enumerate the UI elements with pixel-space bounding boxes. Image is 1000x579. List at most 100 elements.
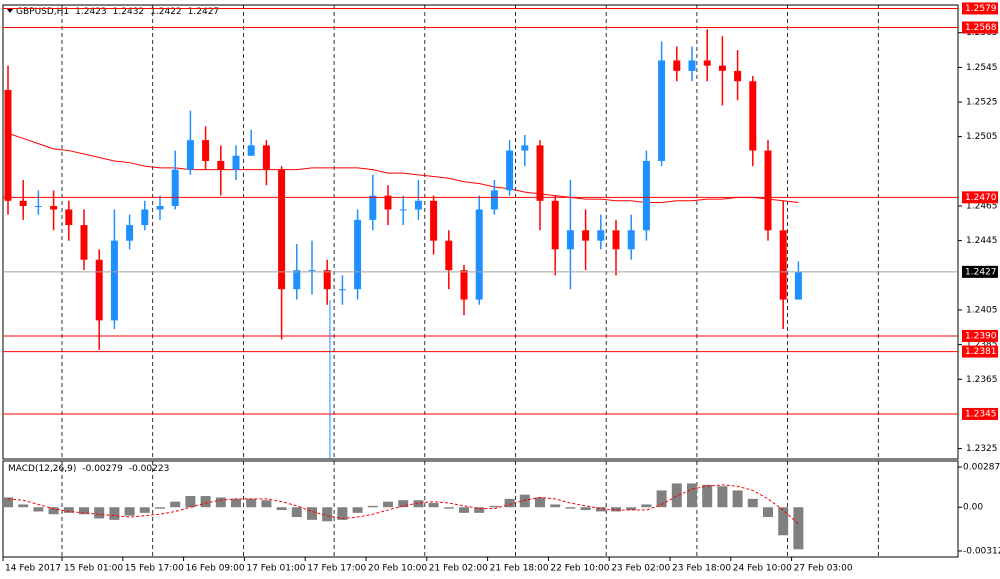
histogram-bar: [124, 507, 135, 516]
candle-body: [156, 206, 164, 210]
histogram-bar: [717, 486, 728, 508]
signal-line: [7, 484, 799, 525]
candle-body: [627, 230, 635, 250]
histogram-bar: [732, 490, 743, 508]
histogram-bar: [671, 483, 682, 508]
level-label-box: [962, 345, 998, 358]
candle-body: [764, 150, 772, 231]
candle-body: [65, 209, 73, 226]
x-tick-label: 20 Feb 10:00: [368, 564, 427, 574]
x-tick-label: 23 Feb 18:00: [672, 564, 731, 574]
x-tick-label: 14 Feb 2017: [5, 564, 61, 574]
x-tick-label: 21 Feb 18:00: [490, 564, 549, 574]
macd-panel: [2, 460, 959, 558]
header-value: 1.2423: [75, 7, 107, 17]
histogram-bar: [215, 497, 226, 508]
histogram-bar: [398, 500, 409, 508]
histogram-bar: [459, 507, 469, 513]
histogram-bar: [747, 498, 758, 508]
histogram-bar: [139, 507, 150, 513]
histogram-bar: [63, 507, 74, 513]
histogram-bar: [367, 505, 378, 508]
histogram-bar: [231, 498, 241, 508]
candle-body: [141, 209, 149, 226]
histogram-bar: [778, 507, 789, 536]
y-tick-label: 1.2365: [966, 375, 998, 385]
histogram-bar: [261, 500, 272, 508]
level-label: 1.2470: [965, 193, 997, 203]
header-value: 1.2432: [113, 7, 145, 17]
menu-arrow[interactable]: [7, 9, 13, 13]
histogram-bar: [322, 507, 333, 522]
histogram-bar: [33, 507, 44, 512]
x-tick-label: 15 Feb 17:00: [125, 564, 184, 574]
histogram-bar: [109, 507, 120, 520]
level-label-box: [962, 191, 998, 204]
histogram-bar: [383, 501, 393, 508]
histogram-bar: [352, 507, 363, 513]
histogram-bar: [641, 504, 652, 508]
histogram-bar: [474, 507, 485, 513]
histogram-bar: [170, 501, 181, 508]
candle-body: [460, 270, 468, 300]
candle-body: [354, 219, 362, 290]
histogram-bar: [550, 504, 561, 508]
indicator-name: MACD(12,26,9): [8, 464, 76, 474]
histogram-bar: [565, 507, 576, 509]
candle-body: [414, 200, 422, 210]
price-header: GBPUSD,H1 1.2423 1.2432 1.2422 1.2427: [16, 7, 219, 17]
candle-body: [734, 70, 742, 82]
candle-body: [232, 155, 240, 170]
y-tick-label: 1.2385: [966, 340, 998, 350]
y-tick-label: 1.2525: [966, 98, 998, 108]
histogram-bar: [504, 498, 515, 508]
level-label-box: [962, 329, 998, 342]
level-label: 1.2390: [965, 331, 997, 341]
histogram-bar: [185, 496, 196, 508]
level-label-box: [962, 407, 998, 420]
y-tick-label: -0.00312: [963, 546, 1000, 556]
candle-body: [323, 270, 331, 290]
last-price-box: [962, 265, 998, 278]
histogram-bar: [656, 490, 667, 508]
y-tick-label: 0.00287: [963, 463, 1000, 473]
candle-body: [369, 195, 377, 220]
candle-body: [80, 225, 88, 260]
histogram-bar: [200, 496, 211, 508]
candle-body: [551, 200, 559, 250]
candle-body: [566, 230, 574, 250]
candle-body: [338, 289, 346, 291]
header-value: -0.00279: [82, 464, 123, 474]
candle-body: [430, 200, 438, 241]
y-tick-label: 0.00: [963, 503, 983, 513]
histogram-bar: [489, 505, 500, 508]
last-price-label: 1.2427: [965, 267, 997, 277]
histogram-bar: [687, 483, 697, 508]
histogram-bar: [155, 507, 165, 509]
x-tick-label: 21 Feb 02:00: [429, 564, 488, 574]
candle-body: [247, 145, 255, 156]
candle-body: [475, 209, 483, 300]
candle-body: [612, 230, 620, 250]
histogram-bar: [276, 507, 287, 511]
level-label-box: [962, 2, 998, 15]
candle-body: [688, 60, 696, 71]
histogram-bar: [535, 497, 545, 508]
histogram-bar: [307, 507, 317, 520]
candle-body: [749, 81, 757, 151]
candle-body: [110, 240, 118, 321]
x-tick-label: 23 Feb 02:00: [611, 564, 670, 574]
candle-body: [50, 206, 58, 210]
candle-body: [673, 60, 681, 71]
candle-body: [521, 145, 529, 151]
candle-body: [262, 145, 270, 170]
histogram-bar: [79, 507, 89, 515]
candle-body: [186, 140, 194, 170]
header-value: 1.2427: [188, 7, 220, 17]
histogram-bar: [246, 498, 257, 508]
candle-body: [703, 60, 711, 66]
y-tick-label: 1.2405: [966, 305, 998, 315]
price-panel: [2, 4, 959, 460]
